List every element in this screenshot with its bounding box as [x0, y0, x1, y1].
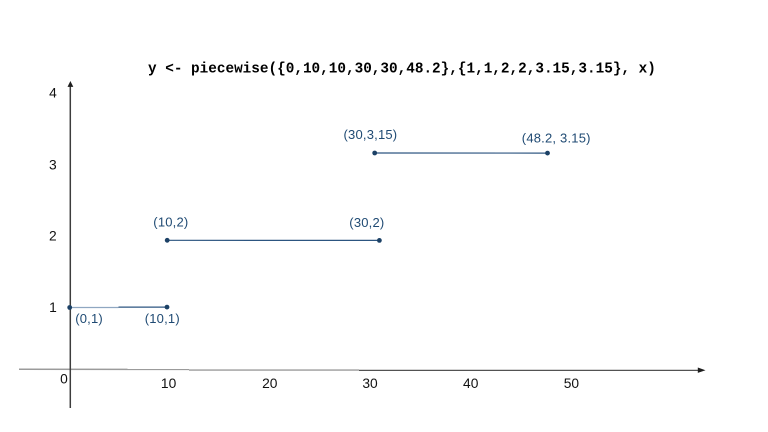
svg-text:(10,1): (10,1): [145, 311, 180, 326]
svg-text:0: 0: [60, 372, 68, 387]
svg-text:10: 10: [161, 376, 177, 391]
svg-text:4: 4: [49, 86, 57, 101]
svg-text:(30,2): (30,2): [349, 215, 384, 230]
svg-text:2: 2: [49, 229, 57, 244]
svg-text:1: 1: [49, 300, 57, 315]
svg-text:40: 40: [463, 376, 479, 391]
svg-text:3: 3: [49, 157, 57, 172]
svg-text:(10,2): (10,2): [153, 214, 188, 229]
svg-text:(0,1): (0,1): [75, 311, 103, 326]
svg-text:(48.2, 3.15): (48.2, 3.15): [522, 130, 591, 145]
svg-text:30: 30: [362, 376, 378, 391]
svg-text:50: 50: [564, 376, 580, 391]
svg-text:y <- piecewise({0,10,10,30,30,: y <- piecewise({0,10,10,30,30,48.2},{1,1…: [148, 61, 656, 77]
svg-text:(30,3,15): (30,3,15): [344, 127, 398, 142]
svg-text:20: 20: [262, 376, 278, 391]
